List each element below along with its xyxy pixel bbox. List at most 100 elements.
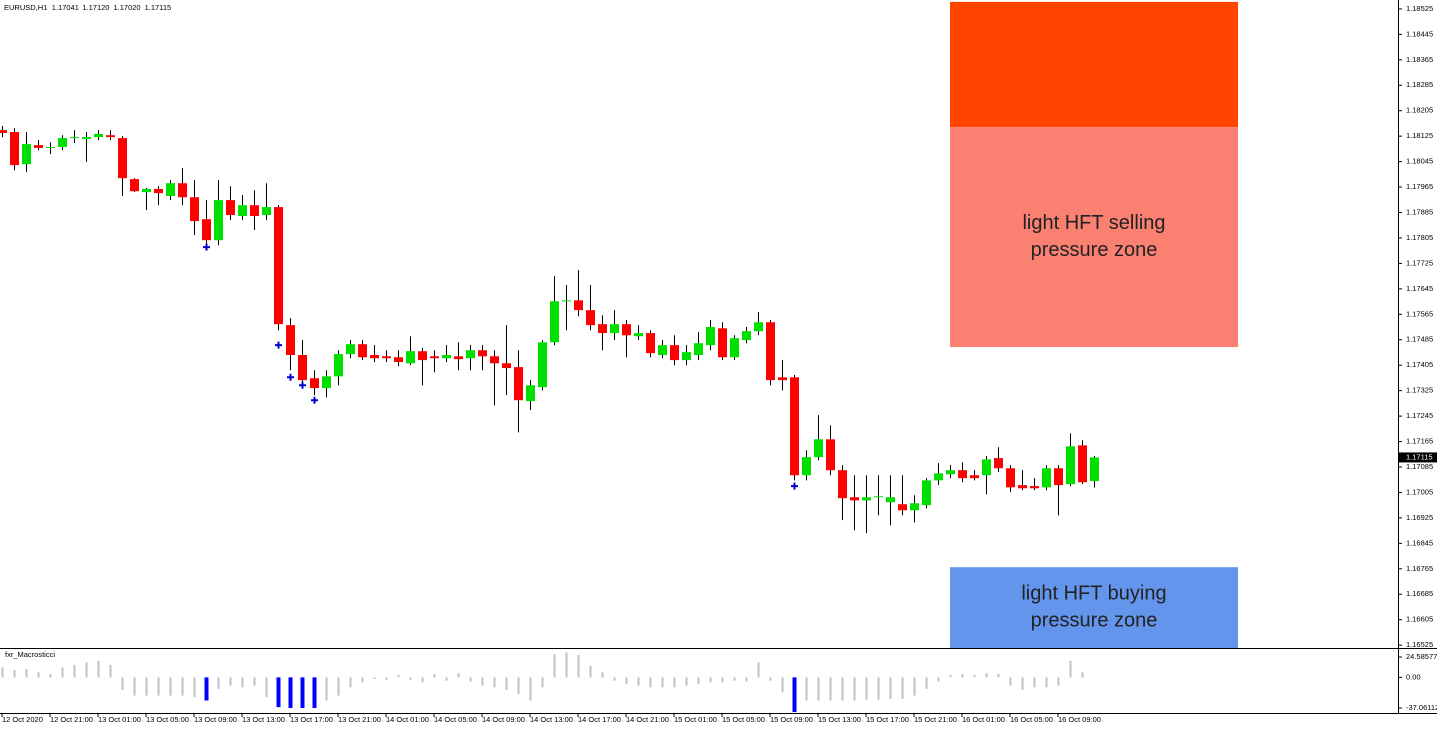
indicator-bar xyxy=(1057,677,1060,686)
indicator-bar xyxy=(1081,672,1084,678)
candle-body xyxy=(658,345,667,356)
candle-body xyxy=(1054,468,1063,486)
indicator-bar xyxy=(181,677,184,696)
x-tick-label: 14 Oct 01:00 xyxy=(386,715,429,724)
indicator-bar xyxy=(685,677,688,686)
indicator-bar xyxy=(253,677,256,686)
candle-body xyxy=(442,355,451,359)
y-tick-label: 1.16925 xyxy=(1406,513,1433,522)
candle-body xyxy=(202,219,211,241)
candle-body xyxy=(670,345,679,361)
signal-marker xyxy=(203,243,210,251)
indicator-bar xyxy=(1045,677,1048,688)
candle-body xyxy=(1078,445,1087,483)
indicator-bar xyxy=(229,677,232,686)
candle-body xyxy=(970,475,979,479)
candle-body xyxy=(790,377,799,476)
candle-body xyxy=(694,343,703,356)
candle-body xyxy=(106,135,115,138)
y-tick-label: 1.17885 xyxy=(1406,207,1433,216)
candle-body xyxy=(718,328,727,358)
candle-body xyxy=(70,137,79,139)
candle-body xyxy=(730,338,739,358)
candle-body xyxy=(610,324,619,334)
indicator-bar xyxy=(637,677,640,686)
candle-body xyxy=(682,352,691,361)
y-tick-label: 1.16605 xyxy=(1406,615,1433,624)
candle-body xyxy=(358,344,367,358)
y-tick-label: 1.16685 xyxy=(1406,589,1433,598)
candle-body xyxy=(34,145,43,148)
candle-body xyxy=(922,480,931,506)
indicator-bar xyxy=(1,667,4,678)
indicator-bar xyxy=(1069,660,1072,678)
signal-marker xyxy=(275,341,282,349)
candle-body xyxy=(1090,457,1099,481)
indicator-bar xyxy=(1009,677,1012,686)
x-tick-label: 12 Oct 2020 xyxy=(2,715,43,724)
y-tick-label: 1.17325 xyxy=(1406,386,1433,395)
candle-body xyxy=(322,376,331,389)
indicator-bar xyxy=(505,677,508,690)
candle-body xyxy=(982,459,991,476)
indicator-bar xyxy=(445,677,448,681)
indicator-bar xyxy=(901,677,904,699)
x-tick-label: 13 Oct 17:00 xyxy=(290,715,333,724)
candle-body xyxy=(418,351,427,361)
y-tick-label: 1.18125 xyxy=(1406,131,1433,140)
indicator-bar xyxy=(589,665,592,678)
indicator-bar xyxy=(145,677,148,696)
indicator-bar xyxy=(913,677,916,696)
y-tick-label: 1.17725 xyxy=(1406,258,1433,267)
indicator-bar xyxy=(169,677,172,696)
indicator-bar xyxy=(493,677,496,688)
y-tick-label: -37.06112 xyxy=(1406,703,1437,712)
indicator-bar xyxy=(829,677,832,701)
candle-body xyxy=(382,356,391,359)
x-tick-label: 13 Oct 05:00 xyxy=(146,715,189,724)
x-tick-label: 14 Oct 09:00 xyxy=(482,715,525,724)
indicator-bar xyxy=(841,677,844,701)
indicator-bar xyxy=(817,677,820,701)
candle-body xyxy=(166,183,175,196)
indicator-bar xyxy=(457,673,460,678)
indicator-bar xyxy=(276,677,281,708)
ohlc-close: 1.17115 xyxy=(145,3,172,12)
candle-body xyxy=(586,310,595,326)
ohlc-high: 1.17120 xyxy=(82,3,109,12)
candle-body xyxy=(130,179,139,192)
candle-body xyxy=(538,342,547,388)
y-tick-label: 1.18205 xyxy=(1406,106,1433,115)
candle-body xyxy=(262,207,271,216)
candle-body xyxy=(370,355,379,359)
candle-body xyxy=(598,324,607,334)
candle-body xyxy=(802,457,811,476)
indicator-bar xyxy=(601,672,604,678)
x-tick-label: 14 Oct 21:00 xyxy=(626,715,669,724)
candle-body xyxy=(814,439,823,458)
candle-body xyxy=(706,327,715,346)
y-tick-label: 1.18045 xyxy=(1406,157,1433,166)
current-price-label: 1.17115 xyxy=(1406,452,1433,461)
y-tick-label: 1.18365 xyxy=(1406,55,1433,64)
indicator-bar xyxy=(949,674,952,678)
candle-body xyxy=(550,301,559,343)
candle-body xyxy=(298,355,307,381)
candle-body xyxy=(58,138,67,147)
x-tick-label: 14 Oct 13:00 xyxy=(530,715,573,724)
indicator-bar xyxy=(973,674,976,678)
pressure-zone xyxy=(950,567,1238,648)
indicator-bar xyxy=(1033,677,1036,688)
candle-body xyxy=(94,133,103,138)
current-price-tag xyxy=(1399,452,1437,463)
indicator-bar xyxy=(673,677,676,688)
indicator-title: fxr_Macrosticci xyxy=(5,650,55,659)
indicator-bar xyxy=(745,677,748,682)
indicator-bar xyxy=(241,677,244,688)
candle-body xyxy=(46,146,55,148)
indicator-bar xyxy=(649,677,652,688)
y-tick-label: 1.17965 xyxy=(1406,182,1433,191)
candle-body xyxy=(766,322,775,381)
x-tick-label: 13 Oct 21:00 xyxy=(338,715,381,724)
indicator-bar xyxy=(325,677,328,701)
